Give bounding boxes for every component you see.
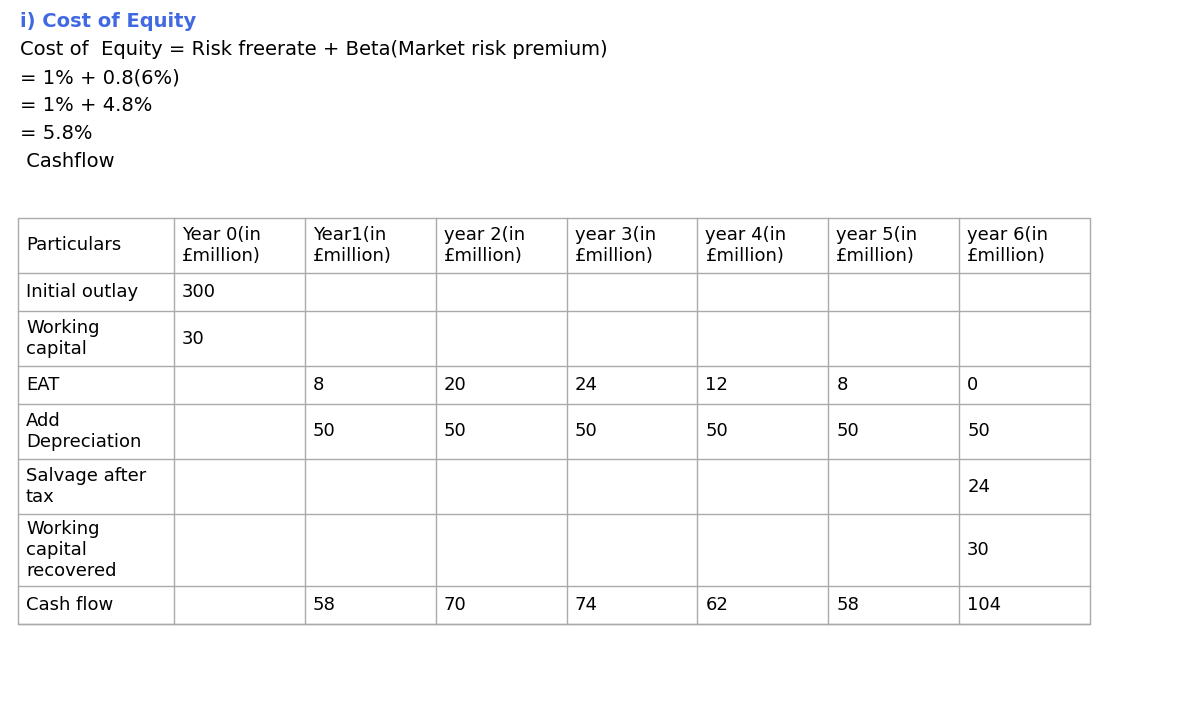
- Text: 70: 70: [444, 596, 467, 614]
- Text: 8: 8: [836, 376, 847, 394]
- Text: Working
capital
recovered: Working capital recovered: [26, 521, 116, 580]
- Text: 300: 300: [182, 283, 216, 301]
- Text: EAT: EAT: [26, 376, 59, 394]
- Text: 104: 104: [967, 596, 1001, 614]
- Text: 30: 30: [967, 541, 990, 559]
- Text: 58: 58: [313, 596, 336, 614]
- Text: year 2(in
£million): year 2(in £million): [444, 226, 524, 265]
- Text: 24: 24: [575, 376, 598, 394]
- Text: i) Cost of Equity: i) Cost of Equity: [20, 12, 197, 31]
- Text: Year 0(in
£million): Year 0(in £million): [182, 226, 260, 265]
- Text: 0: 0: [967, 376, 978, 394]
- Text: 74: 74: [575, 596, 598, 614]
- Text: = 1% + 0.8(6%): = 1% + 0.8(6%): [20, 68, 180, 87]
- Text: Cost of  Equity = Risk freerate + Beta(Market risk premium): Cost of Equity = Risk freerate + Beta(Ma…: [20, 40, 607, 59]
- Text: Add
Depreciation: Add Depreciation: [26, 412, 142, 451]
- Text: Working
capital: Working capital: [26, 319, 100, 358]
- Text: year 4(in
£million): year 4(in £million): [706, 226, 786, 265]
- Text: year 6(in
£million): year 6(in £million): [967, 226, 1048, 265]
- Text: 12: 12: [706, 376, 728, 394]
- Text: year 3(in
£million): year 3(in £million): [575, 226, 655, 265]
- Text: 50: 50: [836, 422, 859, 440]
- Text: = 5.8%: = 5.8%: [20, 124, 92, 143]
- Text: 50: 50: [706, 422, 728, 440]
- Text: 62: 62: [706, 596, 728, 614]
- Text: year 5(in
£million): year 5(in £million): [836, 226, 918, 265]
- Text: Year1(in
£million): Year1(in £million): [313, 226, 391, 265]
- Text: 20: 20: [444, 376, 467, 394]
- Text: Cash flow: Cash flow: [26, 596, 113, 614]
- Bar: [18, 218, 1090, 624]
- Text: Salvage after
tax: Salvage after tax: [26, 467, 146, 506]
- Text: 50: 50: [575, 422, 598, 440]
- Text: 30: 30: [182, 330, 205, 348]
- Text: Cashflow: Cashflow: [20, 152, 115, 171]
- Text: 50: 50: [444, 422, 467, 440]
- Text: 50: 50: [313, 422, 336, 440]
- Text: 24: 24: [967, 477, 990, 495]
- Text: Particulars: Particulars: [26, 236, 121, 254]
- Text: 8: 8: [313, 376, 324, 394]
- Text: = 1% + 4.8%: = 1% + 4.8%: [20, 96, 152, 115]
- Text: 50: 50: [967, 422, 990, 440]
- Text: Initial outlay: Initial outlay: [26, 283, 138, 301]
- Text: 58: 58: [836, 596, 859, 614]
